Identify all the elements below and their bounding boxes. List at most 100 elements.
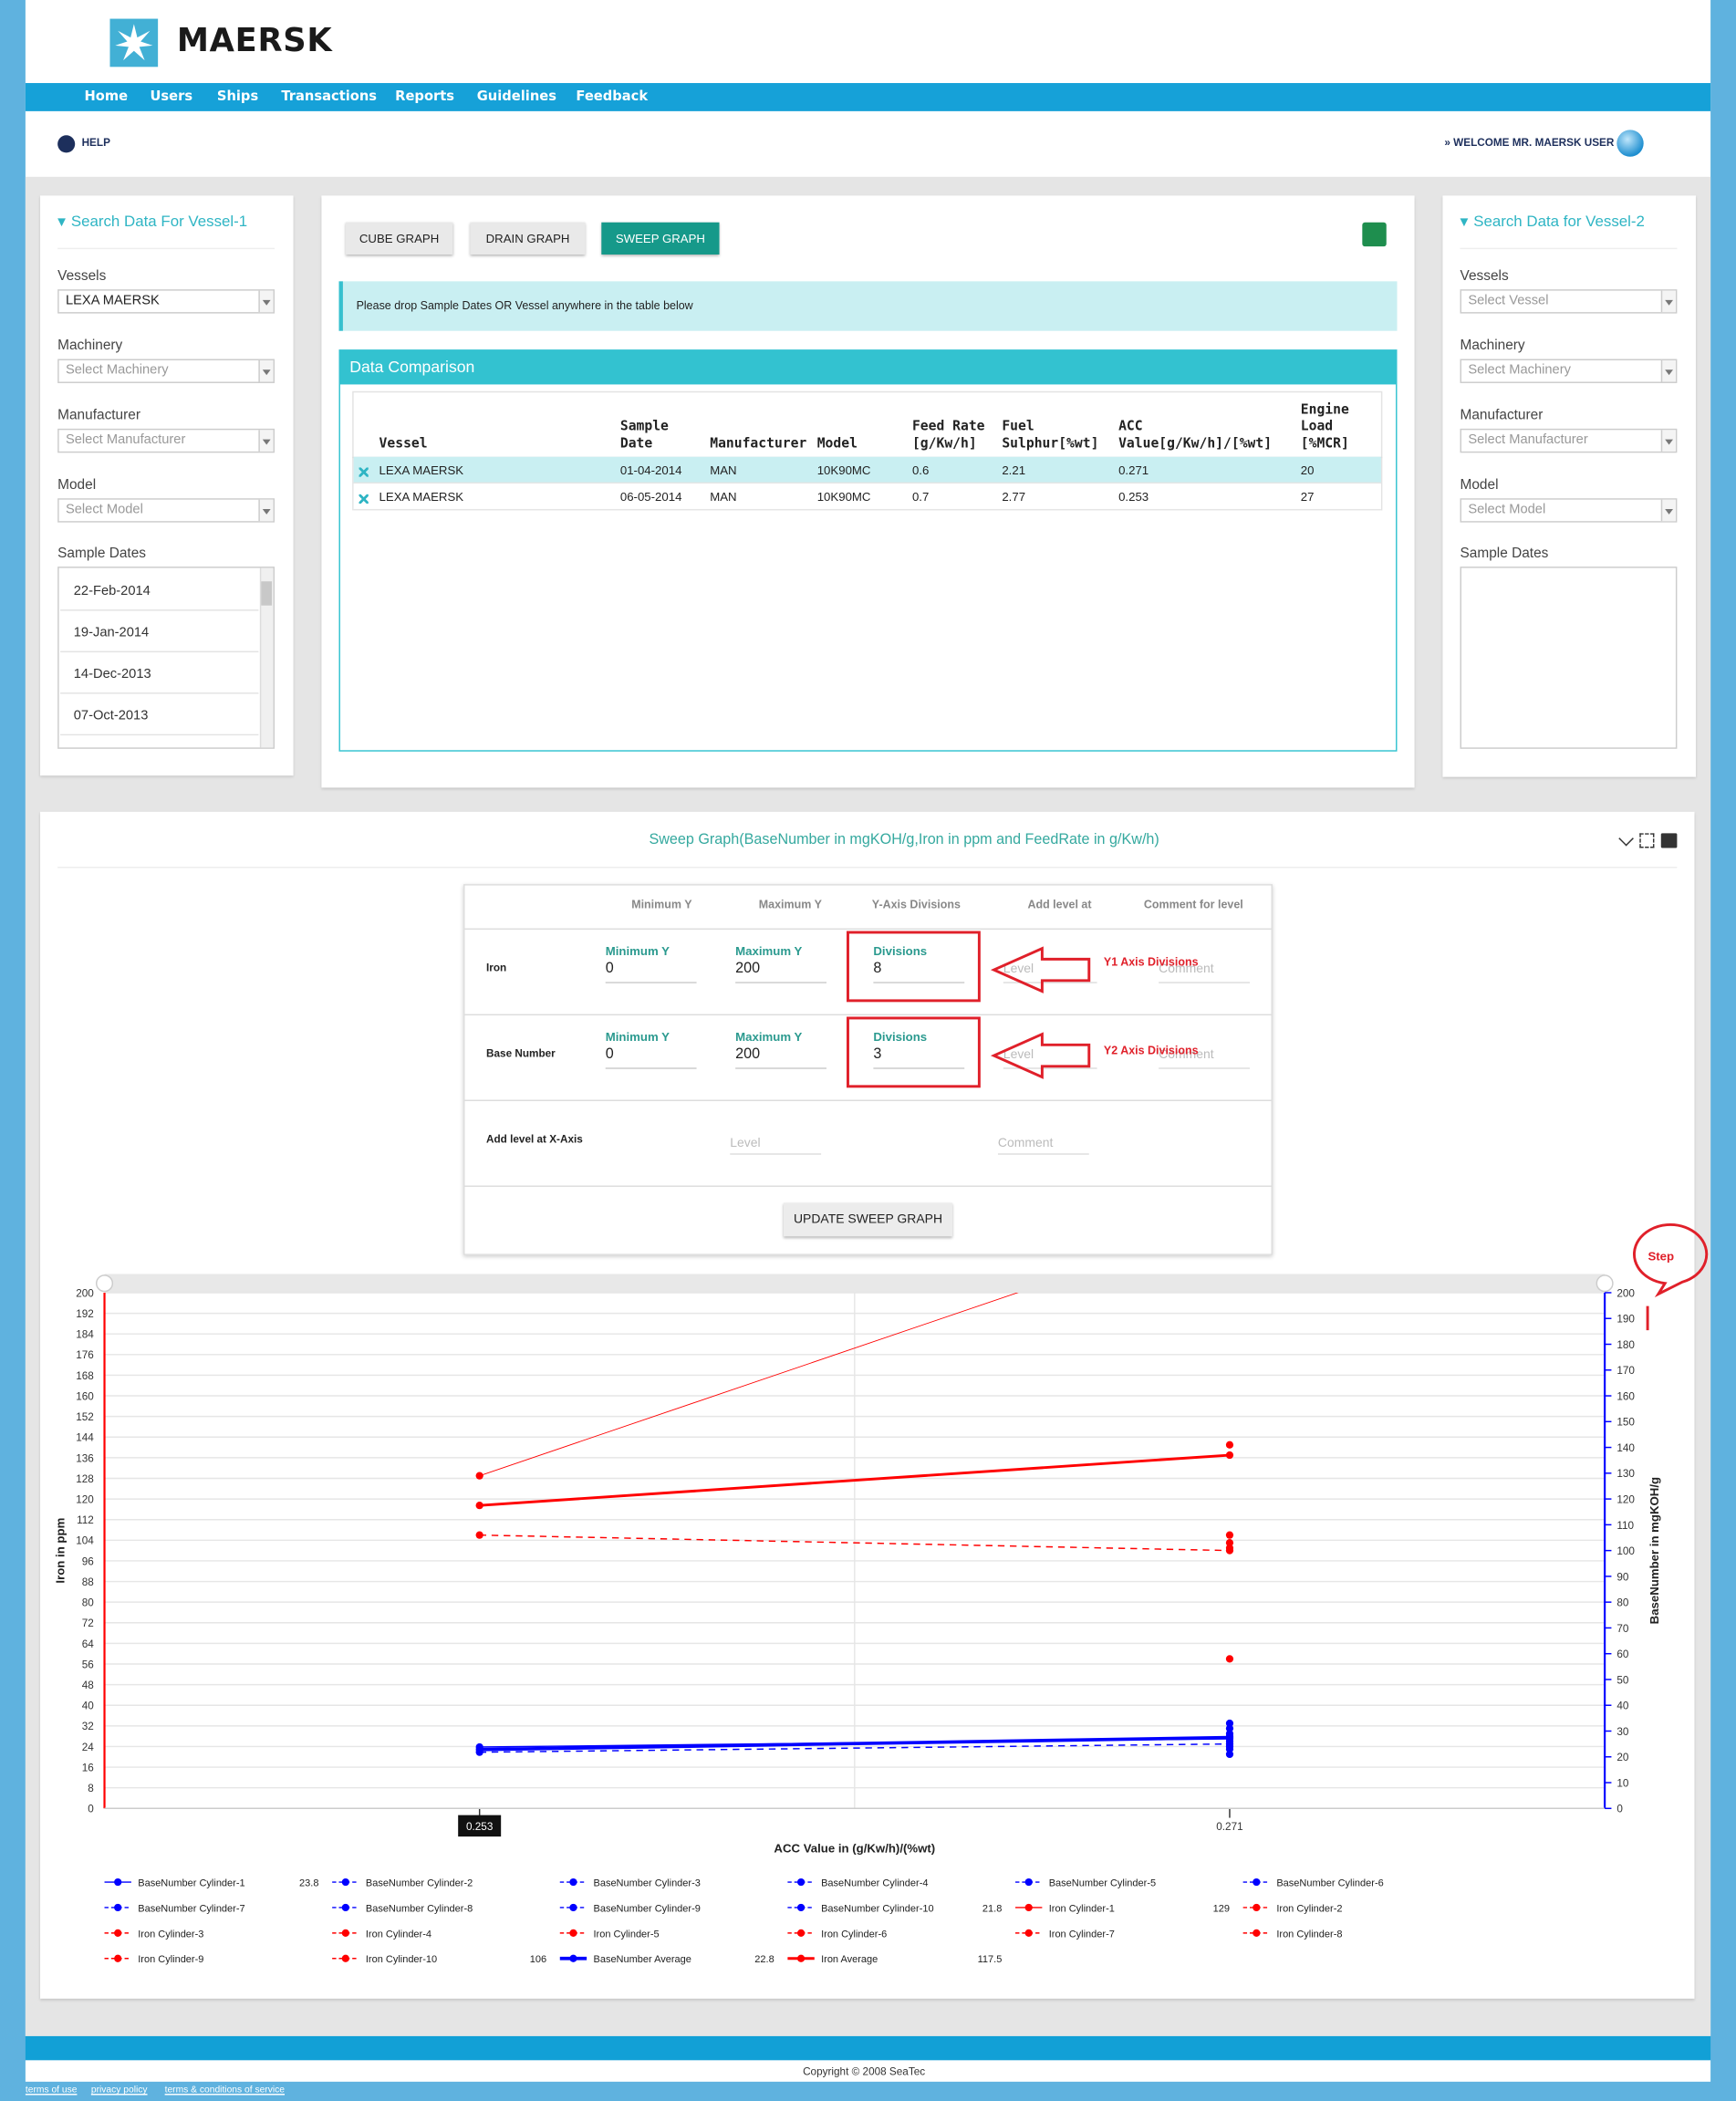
comparison-box (338, 349, 1398, 752)
nav-item[interactable]: Reports (395, 89, 455, 105)
select[interactable] (1460, 359, 1678, 383)
column-header-text: Fuel Sulphur[%wt] (1002, 419, 1099, 452)
select-arrow (1665, 299, 1673, 306)
input-underline (873, 1067, 965, 1069)
input-label: Minimum Y (605, 1030, 670, 1044)
select[interactable] (1460, 428, 1678, 453)
sweep-title: Sweep Graph(BaseNumber in mgKOH/g,Iron i… (649, 831, 1159, 848)
update-button-label[interactable]: UPDATE SWEEP GRAPH (793, 1212, 943, 1228)
remove-icon[interactable] (359, 467, 369, 477)
input-underline (605, 982, 697, 983)
select-arrow (1665, 369, 1673, 376)
select[interactable] (57, 428, 275, 453)
table-cell: LEXA MAERSK (379, 490, 464, 504)
sample-date[interactable]: 19-Jan-2014 (73, 625, 150, 640)
footer-link[interactable]: terms & conditions of service (164, 2085, 286, 2096)
graph-button[interactable] (470, 222, 586, 255)
input-value[interactable]: 3 (873, 1045, 882, 1063)
input-value[interactable]: 0 (605, 960, 614, 977)
input-value[interactable]: 8 (873, 960, 882, 977)
scrollbar (259, 567, 274, 748)
remove-icon[interactable] (359, 494, 369, 504)
fullscreen-icon[interactable] (1639, 833, 1655, 848)
button-label[interactable]: CUBE GRAPH (359, 232, 440, 245)
input-placeholder[interactable]: Level (730, 1136, 761, 1151)
select[interactable] (57, 289, 275, 314)
settings-column: Y-Axis Divisions (871, 897, 961, 911)
update-button[interactable] (783, 1202, 953, 1237)
date-row[interactable] (60, 612, 259, 653)
input-underline (605, 1067, 697, 1069)
input-placeholder[interactable]: Comment (997, 1136, 1054, 1151)
input-placeholder[interactable]: Comment (1159, 1047, 1214, 1063)
select-arrow (1665, 439, 1673, 445)
sample-date[interactable]: 14-Dec-2013 (73, 667, 151, 682)
field-label: Machinery (1460, 338, 1525, 354)
date-row[interactable] (60, 695, 259, 736)
nav-item[interactable]: Ships (216, 89, 259, 105)
column-header: Manufacturer (710, 391, 815, 453)
select[interactable] (57, 359, 275, 383)
table-cell: LEXA MAERSK (379, 463, 464, 477)
row-name: Iron (486, 962, 507, 974)
table-cell: 0.6 (911, 463, 930, 477)
table-row[interactable] (353, 456, 1381, 484)
date-row[interactable] (60, 571, 259, 611)
table-cell: 01-04-2014 (619, 463, 682, 477)
input-value[interactable]: 200 (735, 1045, 761, 1063)
nav-item[interactable]: Transactions (281, 89, 378, 105)
table-cell: 0.253 (1118, 490, 1149, 504)
select-value: Select Machinery (1468, 362, 1571, 379)
excel-icon[interactable] (1362, 222, 1387, 247)
brand-name: MAERSK (176, 21, 333, 59)
nav-item[interactable]: Guidelines (476, 89, 556, 105)
select[interactable] (1460, 498, 1678, 523)
select-value: Select Vessel (1468, 293, 1549, 308)
column-header-text: Model (816, 435, 858, 452)
field-label: Vessels (57, 267, 107, 285)
divider (57, 247, 275, 250)
input-label: Maximum Y (735, 1030, 803, 1044)
input-placeholder[interactable]: Level (1003, 1047, 1034, 1063)
input-underline (1003, 1067, 1097, 1069)
row-divider (464, 928, 1272, 931)
row-name: Base Number (486, 1047, 556, 1060)
user-icon[interactable] (1616, 130, 1644, 157)
select[interactable] (57, 498, 275, 523)
input-underline (1003, 982, 1097, 983)
nav-item[interactable]: Feedback (576, 89, 649, 105)
column-header-text: Feed Rate [g/Kw/h] (911, 419, 985, 452)
filter-icon (57, 218, 66, 227)
input-value[interactable]: 200 (735, 960, 761, 977)
column-header: Fuel Sulphur[%wt] (1002, 391, 1114, 453)
field-label: Vessels (1460, 267, 1509, 285)
panel-title: Search Data for Vessel-2 (1473, 213, 1645, 231)
footer-link[interactable]: privacy policy (90, 2085, 148, 2096)
sample-date[interactable]: 07-Oct-2013 (73, 708, 149, 723)
select-value: Select Model (65, 502, 143, 517)
date-row[interactable] (60, 654, 259, 694)
button-label[interactable]: DRAIN GRAPH (485, 232, 570, 245)
input-value[interactable]: 0 (605, 1045, 614, 1063)
divider (1460, 247, 1678, 250)
column-header: Model (817, 391, 909, 453)
footer-link[interactable]: terms of use (25, 2085, 78, 2096)
input-placeholder[interactable]: Level (1003, 962, 1034, 977)
panel-title: Search Data For Vessel-1 (70, 213, 248, 231)
graph-button[interactable] (601, 222, 720, 255)
table-row[interactable] (353, 484, 1381, 511)
column-header-text: Manufacturer (710, 435, 807, 452)
nav-item[interactable]: Home (84, 89, 129, 105)
help-link[interactable]: HELP (81, 136, 110, 149)
annotation: Y1 Axis Divisions (1103, 954, 1199, 969)
input-placeholder[interactable]: Comment (1159, 962, 1214, 977)
settings-column: Add level at (1027, 897, 1092, 911)
export-icon[interactable] (1660, 833, 1678, 848)
nav-item[interactable]: Users (150, 89, 193, 105)
graph-button[interactable] (345, 222, 453, 255)
help-icon[interactable] (57, 135, 76, 153)
sample-date[interactable]: 22-Feb-2014 (73, 584, 151, 599)
button-label[interactable]: SWEEP GRAPH (615, 232, 705, 245)
select[interactable] (1460, 289, 1678, 314)
